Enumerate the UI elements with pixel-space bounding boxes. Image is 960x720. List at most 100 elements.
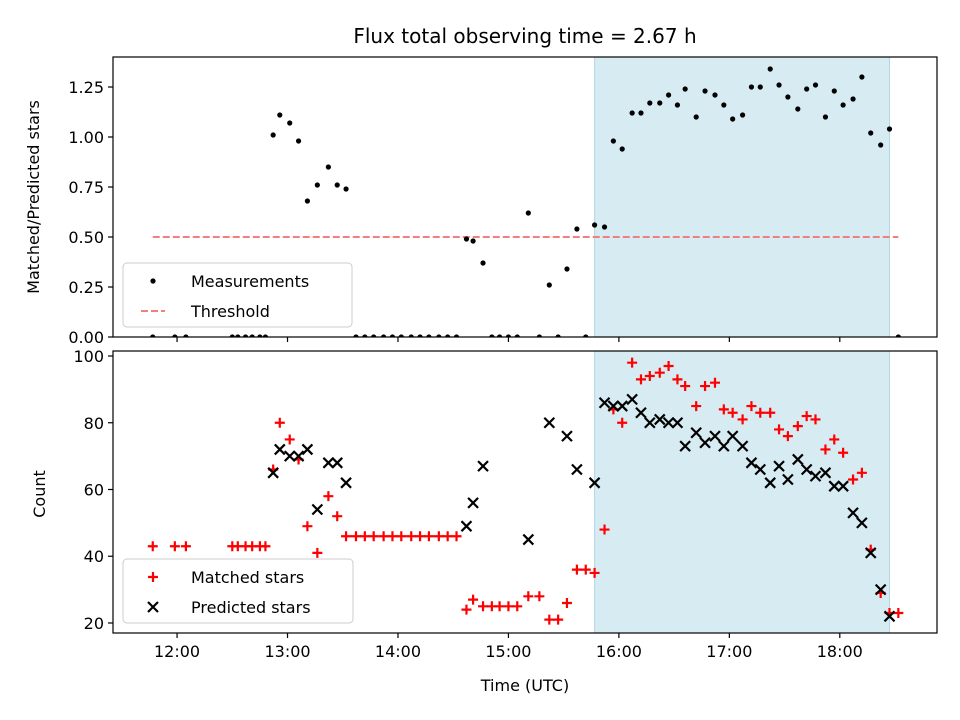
matched-stars-point bbox=[260, 541, 271, 552]
measurements-point bbox=[334, 182, 340, 188]
predicted-stars-point bbox=[267, 467, 279, 479]
measurements-point bbox=[886, 126, 893, 132]
measurements-point bbox=[712, 92, 718, 98]
measurements-point bbox=[822, 114, 829, 120]
measurements-point bbox=[804, 86, 810, 92]
matched-stars-point bbox=[893, 607, 904, 618]
matched-stars-point bbox=[829, 434, 840, 445]
matched-stars-point bbox=[774, 424, 785, 435]
matched-stars-point bbox=[580, 564, 591, 575]
top-y-axis-title: Matched/Predicted stars bbox=[24, 100, 43, 294]
measurements-point bbox=[496, 334, 503, 337]
measurements-point bbox=[776, 82, 782, 88]
legend: Measurements Threshold bbox=[122, 262, 353, 328]
matched-stars-point bbox=[494, 601, 505, 612]
legend: Matched stars Predicted stars bbox=[122, 558, 354, 624]
predicted-stars-point bbox=[819, 467, 832, 479]
predicted-stars-point bbox=[764, 477, 776, 489]
x-tick-label: 15:00 bbox=[485, 642, 531, 661]
measurements-point bbox=[417, 334, 423, 337]
matched-stars-point bbox=[544, 614, 555, 625]
measurements-point bbox=[453, 334, 460, 337]
predicted-stars-point bbox=[856, 517, 868, 529]
observing-window-shading bbox=[594, 56, 891, 338]
measurements-point bbox=[591, 222, 598, 228]
matched-stars-point bbox=[147, 541, 158, 552]
measurements-point bbox=[859, 74, 865, 80]
predicted-stars-point bbox=[874, 583, 887, 596]
measurements-point bbox=[235, 334, 241, 337]
predicted-stars-point bbox=[671, 416, 684, 429]
predicted-stars-point bbox=[662, 416, 675, 429]
measurements-point bbox=[436, 334, 442, 337]
y-tick-label: 80 bbox=[84, 414, 104, 433]
y-tick-label: 0.75 bbox=[68, 178, 104, 197]
matched-stars-point bbox=[451, 531, 462, 542]
legend-predicted-stars-marker bbox=[147, 601, 159, 613]
measurements-point bbox=[183, 334, 189, 337]
axes-frame bbox=[112, 350, 938, 634]
matched-stars-point bbox=[512, 601, 523, 612]
x-tick-label: 16:00 bbox=[596, 642, 642, 661]
matched-stars-point bbox=[792, 421, 803, 432]
matched-stars-point bbox=[359, 531, 370, 542]
measurements-point bbox=[295, 138, 302, 144]
chart-title: Flux total observing time = 2.67 h bbox=[353, 24, 696, 48]
matched-stars-point bbox=[323, 491, 334, 502]
predicted-stars-point bbox=[283, 450, 296, 462]
predicted-stars-point bbox=[635, 406, 647, 419]
measurements-point bbox=[840, 102, 846, 108]
predicted-stars-point bbox=[690, 426, 702, 439]
measurements-point bbox=[172, 334, 178, 337]
matched-stars-point bbox=[617, 417, 628, 428]
measurements-point bbox=[619, 146, 625, 152]
predicted-stars-point bbox=[699, 436, 711, 449]
matched-stars-point bbox=[856, 467, 867, 478]
predicted-stars-point bbox=[301, 443, 314, 456]
predicted-stars-point bbox=[745, 457, 758, 469]
measurements-point bbox=[546, 282, 552, 288]
measurements-point bbox=[408, 334, 414, 337]
predicted-stars-point bbox=[598, 396, 611, 409]
predicted-stars-point bbox=[736, 440, 749, 452]
measurements-point bbox=[693, 114, 699, 120]
measurements-point bbox=[353, 334, 359, 337]
plot-area bbox=[150, 66, 901, 337]
measurements-point bbox=[304, 198, 311, 204]
measurements-point bbox=[831, 88, 837, 94]
matched-stars-point bbox=[478, 601, 489, 612]
matched-stars-point bbox=[848, 474, 859, 485]
predicted-stars-point bbox=[571, 463, 583, 476]
measurements-point bbox=[574, 226, 580, 232]
legend-measurements-marker bbox=[150, 278, 156, 284]
measurements-point bbox=[426, 334, 432, 337]
measurements-point bbox=[343, 186, 349, 192]
predicted-stars-point bbox=[792, 453, 804, 466]
predicted-stars-point bbox=[460, 520, 473, 532]
measurements-point bbox=[229, 334, 235, 337]
top-panel: 0.00 0.25 0.50 0.75 1.00 1.25 Measurements Thre… bbox=[68, 56, 938, 347]
measurements-point bbox=[314, 182, 320, 188]
x-axis-title: Time (UTC) bbox=[480, 676, 569, 695]
measurements-point bbox=[536, 334, 542, 337]
predicted-stars-point bbox=[847, 507, 859, 519]
measurements-point bbox=[287, 120, 293, 126]
predicted-stars-point bbox=[626, 393, 638, 406]
y-tick-label: 1.25 bbox=[68, 78, 104, 97]
measurements-point bbox=[868, 130, 874, 136]
matched-stars-point bbox=[378, 531, 389, 542]
measurements-point bbox=[757, 84, 763, 90]
x-tick-label: 14:00 bbox=[375, 642, 421, 661]
measurements-point bbox=[647, 100, 653, 106]
legend-matched-stars-marker bbox=[148, 572, 158, 582]
predicted-stars-point bbox=[322, 457, 335, 469]
matched-stars-point bbox=[461, 604, 472, 615]
matched-stars-point bbox=[468, 594, 479, 605]
predicted-stars-point bbox=[679, 440, 691, 452]
matched-stars-point bbox=[727, 407, 738, 418]
predicted-stars-point bbox=[718, 440, 730, 452]
matched-stars-point bbox=[700, 381, 711, 392]
measurements-point bbox=[257, 334, 263, 337]
matched-stars-point bbox=[406, 531, 417, 542]
